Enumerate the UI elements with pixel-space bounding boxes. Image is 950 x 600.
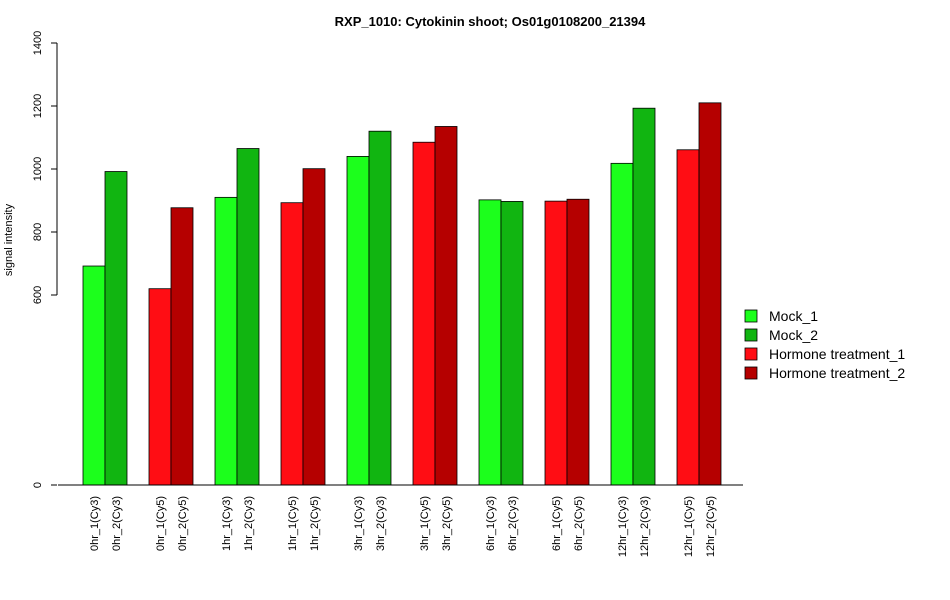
x-tick-label: 12hr_2(Cy3) — [639, 496, 651, 557]
x-tick-label: 12hr_1(Cy3) — [617, 496, 629, 557]
y-tick-label: 600 — [32, 286, 44, 304]
legend-swatch — [744, 309, 758, 323]
x-tick-label: 0hr_1(Cy5) — [155, 496, 167, 551]
bar — [676, 149, 700, 486]
x-tick-label: 6hr_1(Cy3) — [485, 496, 497, 551]
x-tick-label: 0hr_1(Cy3) — [89, 496, 101, 551]
x-tick-label: 3hr_1(Cy5) — [419, 496, 431, 551]
bar — [698, 102, 722, 486]
y-tick-label: 800 — [32, 223, 44, 241]
bar — [412, 141, 436, 486]
x-tick-label: 12hr_2(Cy5) — [705, 496, 717, 557]
legend: Mock_1 Mock_2 Hormone treatment_1 Hormone t… — [744, 308, 905, 381]
y-axis-label: signal intensity — [3, 203, 15, 276]
bar — [368, 130, 392, 486]
x-tick-label: 12hr_1(Cy5) — [683, 496, 695, 557]
x-tick-label: 6hr_2(Cy5) — [573, 496, 585, 551]
legend-swatch — [744, 328, 758, 342]
y-tick-label: 1200 — [32, 94, 44, 118]
bar — [632, 107, 656, 486]
bar — [214, 196, 238, 486]
bar — [544, 200, 568, 486]
legend-label: Mock_2 — [769, 327, 818, 343]
y-axis: 0 600 800 1000 1200 1400 — [32, 31, 58, 488]
bar — [610, 162, 634, 486]
bar — [478, 199, 502, 486]
y-tick-label: 0 — [32, 482, 44, 488]
bar — [82, 265, 106, 486]
bar — [346, 155, 370, 486]
x-tick-label: 1hr_2(Cy3) — [243, 496, 255, 551]
x-axis: 0hr_1(Cy3) 0hr_2(Cy3) 0hr_1(Cy5) 0hr_2(Cy5)… — [58, 484, 743, 557]
x-tick-label: 1hr_2(Cy5) — [309, 496, 321, 551]
x-tick-label: 1hr_1(Cy5) — [287, 496, 299, 551]
y-tick-label: 1000 — [32, 157, 44, 181]
x-tick-label: 0hr_2(Cy3) — [111, 496, 123, 551]
bar — [566, 198, 590, 486]
bar — [434, 126, 458, 486]
x-tick-label: 0hr_2(Cy5) — [177, 496, 189, 551]
legend-swatch — [744, 366, 758, 380]
bar — [148, 288, 172, 486]
legend-label: Mock_1 — [769, 308, 818, 324]
x-tick-label: 3hr_2(Cy5) — [441, 496, 453, 551]
y-tick-label: 1400 — [32, 31, 44, 55]
x-tick-label: 6hr_2(Cy3) — [507, 496, 519, 551]
legend-swatch — [744, 347, 758, 361]
x-tick-label: 1hr_1(Cy3) — [221, 496, 233, 551]
bar — [280, 202, 304, 486]
x-tick-label: 3hr_2(Cy3) — [375, 496, 387, 551]
legend-label: Hormone treatment_1 — [769, 346, 905, 362]
bar — [236, 148, 260, 486]
legend-label: Hormone treatment_2 — [769, 365, 905, 381]
bar — [302, 168, 326, 486]
chart-title: RXP_1010: Cytokinin shoot; Os01g0108200_… — [335, 14, 646, 29]
x-tick-label: 3hr_1(Cy3) — [353, 496, 365, 551]
bar — [104, 171, 128, 486]
bars-group — [82, 102, 722, 486]
bar — [170, 207, 194, 486]
x-tick-label: 6hr_1(Cy5) — [551, 496, 563, 551]
bar — [500, 201, 524, 486]
